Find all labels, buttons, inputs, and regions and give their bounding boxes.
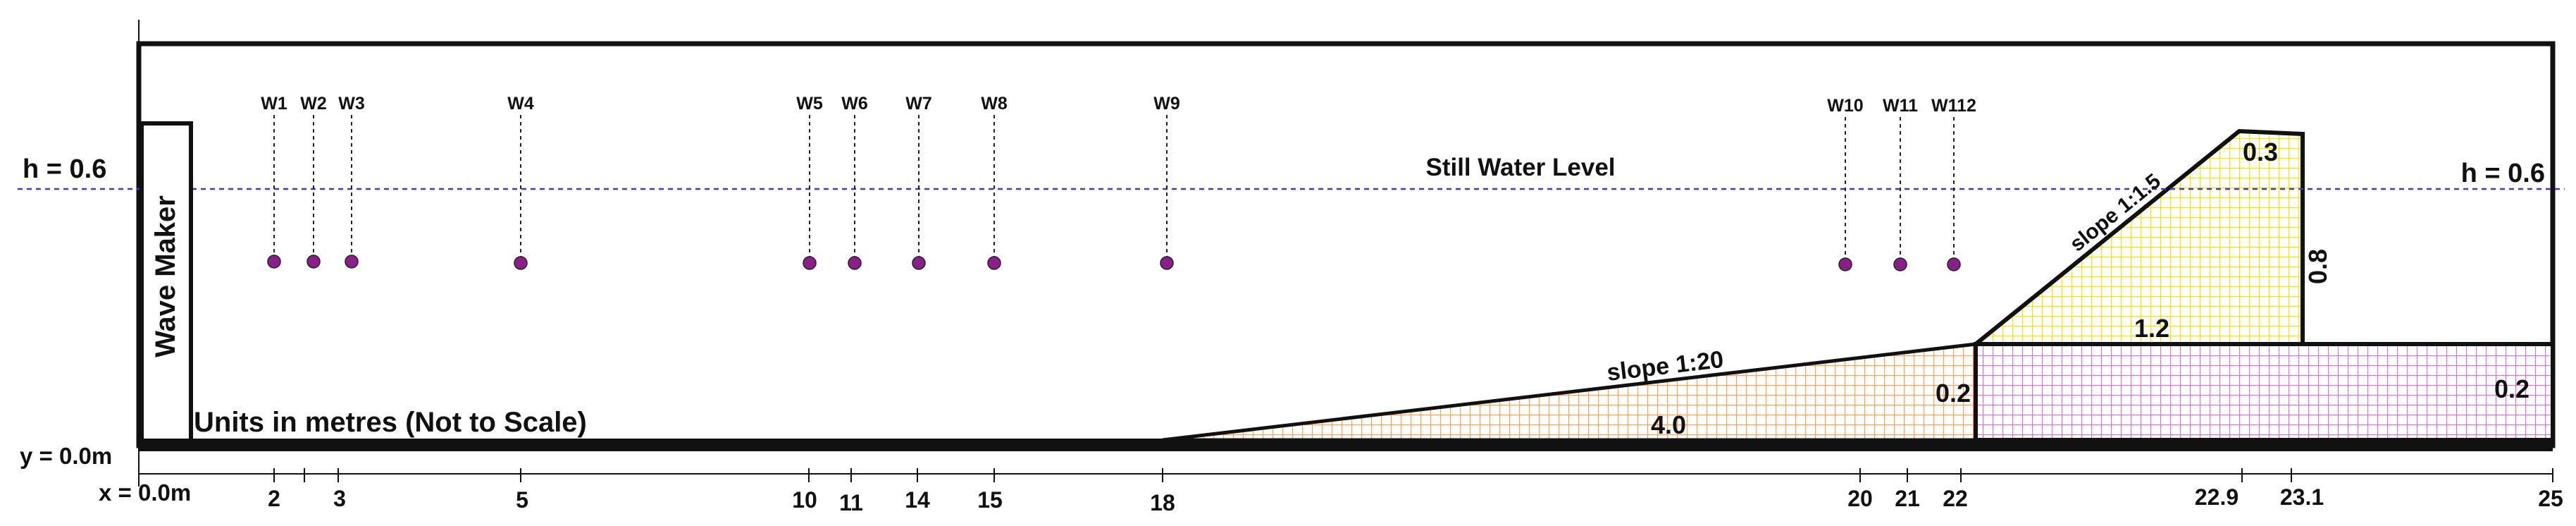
x-tick-label: 22.9 bbox=[2195, 484, 2238, 510]
gauge-W8: W8 bbox=[981, 94, 1008, 270]
gauge-label: W7 bbox=[905, 94, 932, 114]
gauge-dot bbox=[912, 256, 926, 270]
origin-y-label: y = 0.0m bbox=[20, 443, 112, 469]
gauge-label: W5 bbox=[796, 94, 823, 114]
gauge-W5: W5 bbox=[796, 94, 823, 270]
gauge-label: W2 bbox=[300, 94, 327, 114]
x-tick-label: 15 bbox=[977, 487, 1003, 513]
x-tick-label: 11 bbox=[839, 490, 863, 515]
x-tick-label: 10 bbox=[792, 487, 817, 513]
origin-x-label: x = 0.0m bbox=[99, 479, 191, 506]
gauge-W4: W4 bbox=[507, 94, 534, 270]
gauge-W112: W112 bbox=[1931, 96, 1976, 271]
x-tick-label: 2 bbox=[268, 486, 280, 511]
gentle-slope-ramp bbox=[1162, 342, 1978, 442]
gauge-W2: W2 bbox=[300, 94, 327, 269]
gauge-dot bbox=[1160, 256, 1174, 270]
x-axis-ticks bbox=[273, 468, 2553, 482]
x-axis-labels: 2 3 5 10 11 14 15 18 20 21 22 22.9 23.1 … bbox=[268, 484, 2563, 515]
gauge-dot bbox=[848, 256, 862, 270]
gauge-label: W1 bbox=[261, 94, 287, 114]
gauge-dot bbox=[345, 255, 359, 269]
gauge-label: W11 bbox=[1883, 96, 1918, 116]
base-width-label: 1.2 bbox=[2134, 314, 2169, 343]
x-tick-label: 25 bbox=[2538, 486, 2563, 511]
gauge-dot bbox=[514, 256, 528, 270]
gauge-label: W112 bbox=[1931, 96, 1976, 116]
water-depth-left: h = 0.6 bbox=[23, 154, 106, 184]
gauge-W7: W7 bbox=[905, 94, 932, 270]
breakwater-crest bbox=[1969, 128, 2305, 346]
still-water-label: Still Water Level bbox=[1425, 154, 1615, 181]
gauge-dot bbox=[803, 256, 817, 270]
crest-height-label: 0.8 bbox=[2303, 249, 2332, 284]
gauge-dot bbox=[1893, 257, 1907, 271]
x-tick-label: 18 bbox=[1150, 490, 1175, 515]
wave-maker-label: Wave Maker bbox=[150, 195, 181, 357]
ramp-height-label: 0.2 bbox=[1936, 379, 1971, 408]
shelf-height-label: 0.2 bbox=[2494, 374, 2529, 403]
gauge-label: W10 bbox=[1827, 96, 1863, 116]
x-tick-label: 21 bbox=[1895, 486, 1920, 511]
gauge-W6: W6 bbox=[841, 94, 868, 270]
shelf-block bbox=[1974, 342, 2555, 442]
x-tick-label: 14 bbox=[905, 487, 930, 513]
gauge-dot bbox=[306, 255, 321, 269]
x-tick-label: 22 bbox=[1943, 486, 1968, 511]
crest-width-label: 0.3 bbox=[2243, 137, 2278, 166]
gauge-W11: W11 bbox=[1883, 96, 1918, 271]
units-note: Units in metres (Not to Scale) bbox=[194, 407, 587, 438]
gauge-dot bbox=[1947, 257, 1961, 271]
gauge-dot bbox=[1838, 257, 1852, 271]
gauge-label: W6 bbox=[841, 94, 868, 114]
gauge-label: W9 bbox=[1153, 94, 1180, 114]
x-tick-label: 5 bbox=[516, 487, 528, 513]
gauge-label: W8 bbox=[981, 94, 1008, 114]
gauge-W1: W1 bbox=[261, 94, 287, 269]
gauge-label: W4 bbox=[507, 94, 534, 114]
slope-length-label: 4.0 bbox=[1651, 410, 1686, 439]
gauge-dot bbox=[987, 256, 1001, 270]
gauge-W9: W9 bbox=[1153, 94, 1180, 270]
gauge-dot bbox=[267, 255, 281, 269]
x-tick-label: 23.1 bbox=[2280, 484, 2324, 510]
wave-maker-paddle bbox=[140, 121, 193, 443]
x-tick-label: 20 bbox=[1847, 486, 1873, 511]
water-depth-right: h = 0.6 bbox=[2461, 159, 2545, 188]
gauge-label: W3 bbox=[338, 94, 365, 114]
gauge-W3: W3 bbox=[338, 94, 365, 269]
gauge-W10: W10 bbox=[1827, 96, 1864, 271]
x-tick-label: 3 bbox=[333, 486, 346, 511]
